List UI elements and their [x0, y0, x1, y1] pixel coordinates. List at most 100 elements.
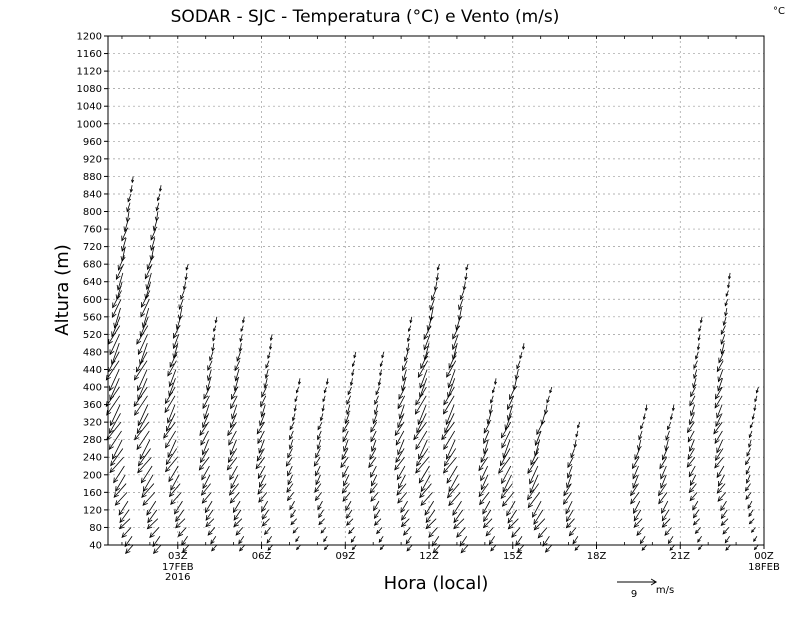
wind-arrow	[444, 448, 457, 467]
wind-arrow-head	[416, 427, 422, 434]
wind-arrow-head	[714, 462, 720, 469]
wind-arrow-head	[260, 411, 266, 418]
wind-arrow-head	[177, 531, 184, 537]
wind-arrow	[693, 509, 700, 518]
wind-arrow	[207, 369, 212, 381]
wind-arrow-head	[118, 509, 124, 516]
wind-arrow	[507, 404, 513, 421]
wind-arrow-head	[549, 390, 553, 394]
wind-arrow	[686, 456, 696, 468]
wind-arrow	[425, 518, 437, 529]
wind-arrow	[698, 325, 702, 332]
wind-arrow-head	[265, 364, 269, 369]
wind-arrow-head	[448, 500, 454, 507]
wind-arrow	[563, 483, 572, 496]
wind-arrow	[569, 527, 577, 536]
wind-arrow-head	[744, 486, 750, 492]
wind-arrow-head	[168, 476, 174, 483]
wind-arrow-head	[693, 374, 698, 380]
wind-arrow	[425, 509, 436, 523]
wind-arrow	[490, 395, 494, 404]
wind-arrow	[109, 369, 120, 391]
wind-arrow	[259, 474, 266, 488]
wind-arrow-head	[686, 462, 692, 468]
wind-arrow	[121, 246, 126, 262]
wind-arrow-head	[636, 530, 642, 536]
wind-arrow-head	[519, 355, 523, 360]
wind-arrow	[231, 404, 238, 419]
wind-arrow	[340, 457, 349, 468]
wind-arrow-head	[642, 416, 646, 421]
wind-arrow-head	[230, 483, 236, 490]
wind-arrow-head	[341, 488, 347, 494]
wind-arrow-head	[287, 479, 293, 486]
y-tick-label: 960	[83, 137, 102, 148]
wind-arrow-head	[689, 410, 695, 417]
wind-arrow	[227, 421, 237, 436]
wind-arrow-head	[633, 515, 639, 522]
wind-arrow	[169, 369, 177, 387]
wind-arrow	[164, 395, 176, 413]
wind-arrow	[230, 395, 238, 409]
wind-arrow-head	[117, 264, 123, 271]
wind-arrow-head	[443, 399, 449, 406]
wind-arrow-head	[314, 495, 320, 502]
wind-arrow-head	[442, 468, 449, 474]
wind-arrow-head	[344, 418, 350, 425]
x-tick-label: 03Z	[168, 551, 188, 562]
wind-arrow	[342, 492, 351, 502]
wind-arrow-head	[314, 487, 320, 493]
wind-arrow	[295, 536, 300, 542]
wind-arrow-head	[716, 447, 722, 454]
wind-arrow	[415, 456, 429, 474]
wind-arrow-head	[202, 403, 208, 410]
wind-arrow-head	[342, 496, 348, 502]
wind-arrow-head	[236, 356, 241, 362]
wind-arrow	[369, 483, 378, 494]
wind-arrow	[265, 369, 269, 379]
wind-arrow	[126, 202, 131, 212]
wind-arrow	[463, 281, 466, 290]
wind-arrow-head	[507, 404, 512, 411]
wind-arrow-head	[227, 430, 233, 437]
wind-arrow	[745, 483, 751, 492]
wind-arrow-head	[478, 491, 484, 498]
wind-arrow	[130, 185, 133, 193]
wind-arrow	[179, 299, 184, 310]
wind-arrow	[380, 360, 383, 367]
wind-arrow	[242, 316, 245, 323]
wind-arrow-head	[137, 420, 143, 427]
wind-arrow	[239, 544, 246, 552]
wind-arrow-head	[633, 508, 638, 514]
wind-arrow-head	[724, 302, 728, 307]
wind-arrow-head	[418, 392, 424, 399]
wind-arrow	[511, 527, 521, 538]
x-tick-label: 06Z	[252, 551, 272, 562]
wind-arrow	[478, 457, 488, 471]
wind-arrow-head	[202, 422, 207, 429]
wind-arrow-head	[292, 529, 297, 534]
x-tick-label: 09Z	[335, 551, 355, 562]
wind-arrow	[374, 404, 379, 415]
wind-arrow	[259, 413, 266, 426]
wind-arrow-head	[118, 523, 125, 530]
wind-arrow	[507, 395, 515, 410]
wind-arrow-head	[570, 453, 575, 459]
wind-arrow	[693, 360, 698, 369]
wind-arrow	[238, 536, 245, 544]
wind-arrow	[634, 448, 641, 460]
wind-arrow-head	[514, 374, 520, 381]
wind-arrow	[141, 465, 153, 483]
wind-arrow	[725, 544, 731, 551]
wind-arrow-head	[372, 418, 378, 425]
wind-arrow-head	[290, 513, 295, 519]
wind-arrow	[448, 492, 461, 506]
wind-arrow	[137, 404, 149, 426]
wind-arrow-head	[480, 457, 486, 463]
wind-arrow	[721, 343, 725, 354]
wind-arrow-head	[689, 495, 695, 502]
wind-arrow	[173, 334, 180, 349]
wind-arrow	[287, 492, 295, 501]
wind-arrow	[289, 439, 294, 450]
wind-arrow-head	[562, 499, 569, 505]
